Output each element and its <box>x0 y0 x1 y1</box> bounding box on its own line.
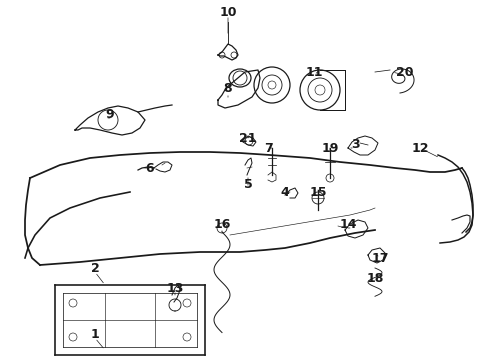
Text: 10: 10 <box>219 5 237 18</box>
Text: 6: 6 <box>146 162 154 175</box>
Text: 5: 5 <box>244 179 252 192</box>
Text: 13: 13 <box>166 282 184 294</box>
Text: 12: 12 <box>411 141 429 154</box>
Text: 3: 3 <box>351 139 359 152</box>
Text: 18: 18 <box>367 271 384 284</box>
Text: 8: 8 <box>224 81 232 94</box>
Text: 1: 1 <box>91 328 99 342</box>
Text: 11: 11 <box>305 66 323 78</box>
Text: 4: 4 <box>281 186 290 199</box>
Text: 17: 17 <box>371 252 389 265</box>
Text: 15: 15 <box>309 186 327 199</box>
Text: 21: 21 <box>239 131 257 144</box>
Text: 14: 14 <box>339 219 357 231</box>
Text: 16: 16 <box>213 219 231 231</box>
Text: 7: 7 <box>264 141 272 154</box>
Text: 2: 2 <box>91 261 99 274</box>
Text: 20: 20 <box>396 66 414 78</box>
Text: 9: 9 <box>106 108 114 122</box>
Text: 19: 19 <box>321 141 339 154</box>
